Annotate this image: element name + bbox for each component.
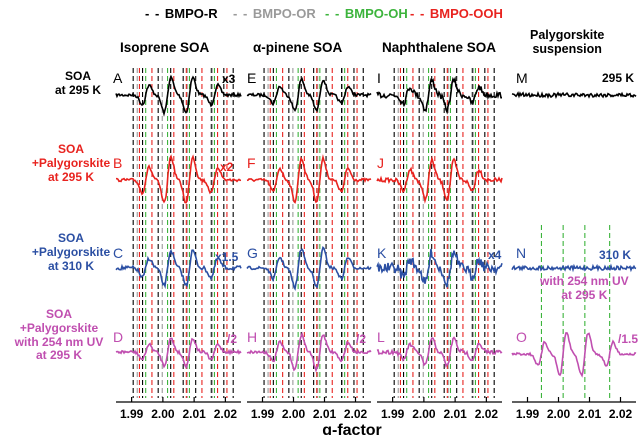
panel-letter-J: J (377, 155, 384, 171)
panel-letter-H: H (247, 329, 258, 345)
scale-factor-H: /2 (356, 332, 367, 346)
x-tick-label-2-0: 1.99 (381, 407, 405, 421)
scale-factor-A: x3 (222, 72, 236, 86)
x-tick-label-1-3: 2.02 (344, 407, 368, 421)
legend-item-bmpo-or: - - BMPO-OR (233, 6, 316, 21)
panel-letter-G: G (247, 245, 258, 261)
legend-swatch: - - (145, 6, 165, 21)
panel-letter-M: M (516, 70, 528, 86)
legend-item-bmpo-r: - - BMPO-R (145, 6, 218, 21)
spectrum-row0-col1 (246, 77, 372, 113)
row-label-2: SOA +Palygorskite at 310 K (31, 231, 111, 273)
x-tick-label-0-1: 2.00 (151, 407, 175, 421)
x-tick-label-2-3: 2.02 (475, 407, 499, 421)
row-label-3: SOA +Palygorskite with 254 nm UV at 295 K (14, 307, 104, 363)
spectrum-row0-col0 (115, 74, 242, 117)
legend-label: BMPO-OH (344, 6, 408, 21)
x-tick-label-2-1: 2.00 (412, 407, 436, 421)
spectrum-row2-col1 (246, 246, 372, 291)
x-tick-label-0-2: 2.01 (182, 407, 206, 421)
x-tick-label-0-3: 2.02 (214, 407, 238, 421)
spectrum-row1-col2 (376, 155, 503, 204)
spectrum-row1-col1 (246, 154, 372, 204)
x-tick-label-2-2: 2.01 (443, 407, 467, 421)
legend-label: BMPO-R (164, 6, 218, 21)
panel-letter-N: N (516, 245, 527, 261)
x-tick-label-1-0: 1.99 (251, 407, 275, 421)
legend-swatch: - - (233, 6, 253, 21)
spectrum-row2-col0 (115, 248, 242, 290)
panel-letter-D: D (113, 329, 124, 345)
spectrum-row3-col3 (511, 332, 637, 378)
panel-letter-I: I (377, 70, 381, 86)
scale-factor-K: x4 (488, 248, 502, 262)
legend-item-bmpo-oh: - - BMPO-OH (325, 6, 408, 21)
spectrum-row3-col1 (246, 331, 372, 373)
x-tick-label-0-0: 1.99 (120, 407, 144, 421)
spectrum-row2-col2 (376, 248, 503, 288)
scale-factor-C: x1.5 (215, 250, 239, 264)
spectrum-row3-col0 (115, 337, 242, 369)
column-title-1: α-pinene SOA (253, 40, 343, 55)
row-label-0: SOA at 295 K (54, 69, 102, 97)
legend-swatch: - - (410, 6, 430, 21)
palygorskite-label-M: 295 K (602, 71, 635, 85)
x-axis-title: g-factor (322, 422, 382, 435)
column-title-0: Isoprene SOA (120, 40, 210, 55)
column-title-3: Palygorskite suspension (530, 28, 605, 57)
spectrum-row3-col2 (376, 336, 503, 368)
spectrum-row1-col0 (116, 154, 242, 204)
palygorskite-label-N: 310 K (599, 248, 632, 262)
legend-item-bmpo-ooh: - - BMPO-OOH (410, 6, 503, 21)
scale-factor-O: /1.5 (618, 332, 639, 346)
panel-letter-K: K (377, 245, 387, 261)
row-label-1: SOA +Palygorskite at 295 K (31, 142, 111, 184)
palygorskite-label-O: with 254 nm UV at 295 K (540, 274, 629, 302)
spectrum-row0-col3 (511, 91, 637, 100)
x-tick-label-3-2: 2.01 (578, 407, 602, 421)
panel-letter-L: L (377, 329, 385, 345)
panel-letter-F: F (247, 155, 256, 171)
scale-factor-D: /2 (227, 332, 238, 346)
x-tick-label-3-0: 1.99 (516, 407, 540, 421)
x-tick-label-1-2: 2.01 (313, 407, 337, 421)
legend-label: BMPO-OOH (429, 6, 503, 21)
spectrum-row0-col2 (376, 75, 502, 115)
panel-letter-E: E (247, 70, 257, 86)
legend-label: BMPO-OR (252, 6, 316, 21)
x-tick-label-3-1: 2.00 (547, 407, 571, 421)
panel-letter-C: C (113, 245, 124, 261)
panel-letter-A: A (113, 70, 123, 86)
panel-letter-O: O (516, 329, 527, 345)
panel-letter-B: B (113, 155, 123, 171)
scale-factor-B: x2 (220, 160, 234, 174)
spectrum-row2-col3 (511, 263, 637, 273)
x-tick-label-3-3: 2.02 (609, 407, 633, 421)
column-title-2: Naphthalene SOA (382, 40, 497, 55)
legend-swatch: - - (325, 6, 345, 21)
x-tick-label-1-1: 2.00 (282, 407, 306, 421)
